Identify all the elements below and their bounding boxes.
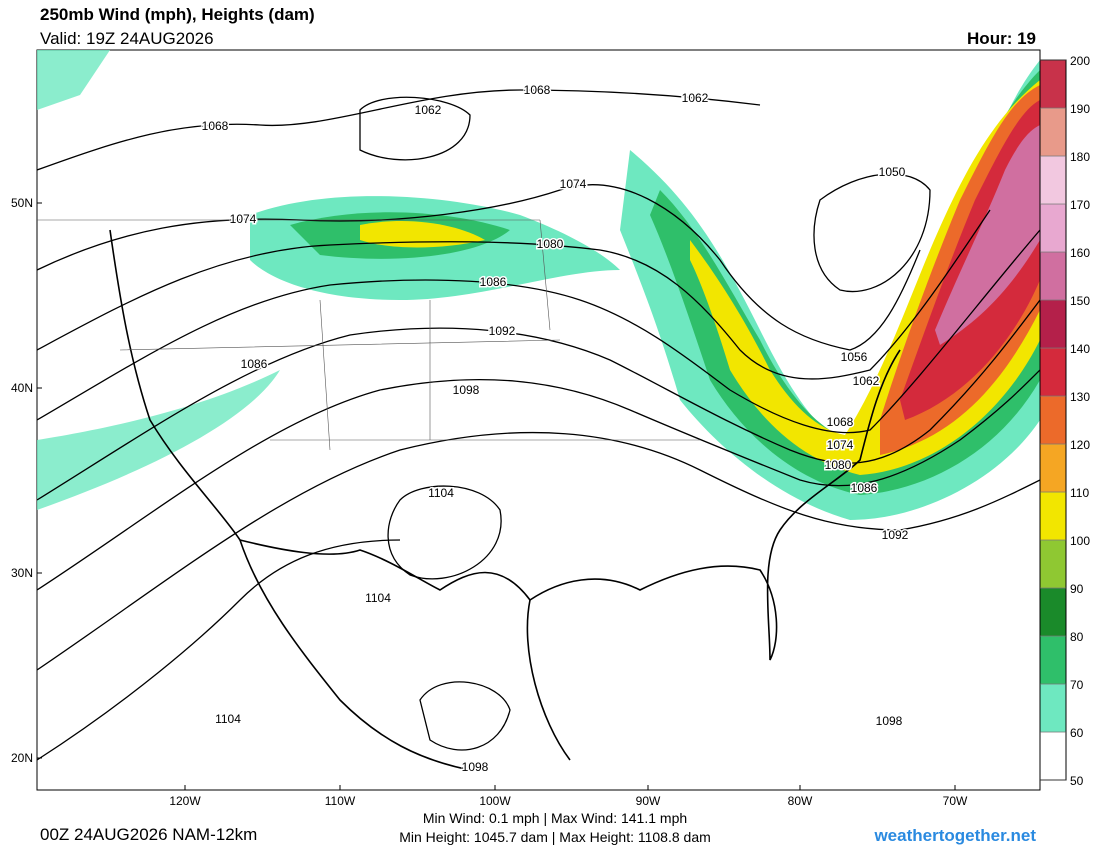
forecast-hour: Hour: 19 [967,29,1036,48]
colorbar-swatch [1039,587,1067,637]
title: 250mb Wind (mph), Heights (dam) [40,5,315,24]
colorbar-swatch [1039,491,1067,541]
contour-label: 1086 [851,481,878,495]
colorbar-swatch [1039,347,1067,397]
colorbar-label: 190 [1070,102,1090,116]
colorbar-swatch [1039,539,1067,589]
height-range: Min Height: 1045.7 dam | Max Height: 110… [399,829,711,845]
colorbar-swatch [1039,299,1067,349]
contour-label: 1074 [230,212,257,226]
colorbar-label: 130 [1070,390,1090,404]
colorbar-swatch [1039,59,1067,109]
colorbar-swatch [1039,635,1067,685]
contour-label: 1086 [480,275,507,289]
contour-label: 1062 [682,91,709,105]
latitude-label: 20N [11,751,33,765]
contour-label: 1062 [415,103,442,117]
colorbar-label: 200 [1070,54,1090,68]
contour-label: 1050 [879,165,906,179]
colorbar-label: 90 [1070,582,1084,596]
colorbar-swatch [1039,251,1067,301]
valid-time: Valid: 19Z 24AUG2026 [40,29,214,48]
map [36,49,1041,791]
colorbar-label: 80 [1070,630,1084,644]
contour-label: 1104 [215,712,241,726]
longitude-label: 120W [169,794,201,808]
contour-label: 1080 [537,237,564,251]
contour-label: 1074 [827,438,854,452]
colorbar-label: 140 [1070,342,1090,356]
latitude-label: 40N [11,381,33,395]
contour-label: 1098 [462,760,489,774]
colorbar-label: 170 [1070,198,1090,212]
colorbar-label: 50 [1070,774,1084,788]
colorbar-swatch [1039,107,1067,157]
contour-label: 1098 [453,383,480,397]
contour-label: 1086 [241,357,268,371]
colorbar-swatch [1039,203,1067,253]
site-link[interactable]: weathertogether.net [873,826,1036,845]
longitude-label: 70W [943,794,968,808]
colorbar-label: 110 [1070,486,1089,500]
contour-label: 1104 [428,486,454,500]
colorbar-swatch [1039,683,1067,733]
longitude-label: 90W [636,794,661,808]
contour-label: 1056 [841,350,868,364]
contour-label: 1068 [202,119,229,133]
colorbar-label: 150 [1070,294,1090,308]
colorbar-label: 60 [1070,726,1084,740]
contour-label: 1068 [827,415,854,429]
colorbar-swatch [1039,443,1067,493]
colorbar-swatch [1039,731,1067,781]
longitude-label: 100W [479,794,511,808]
contour-label: 1062 [853,374,880,388]
wind-range: Min Wind: 0.1 mph | Max Wind: 141.1 mph [423,810,687,826]
contour-label: 1104 [365,591,391,605]
contour-label: 1098 [876,714,903,728]
colorbar-label: 100 [1070,534,1090,548]
latitude-label: 50N [11,196,33,210]
longitude-label: 80W [788,794,813,808]
colorbar-label: 160 [1070,246,1090,260]
colorbar-label: 120 [1070,438,1090,452]
longitude-label: 110W [325,794,356,808]
contour-label: 1068 [524,83,551,97]
contour-label: 1092 [489,324,516,338]
contour-label: 1074 [560,177,587,191]
model-run: 00Z 24AUG2026 NAM-12km [40,825,257,844]
contour-label: 1080 [825,458,852,472]
colorbar-swatch [1039,395,1067,445]
latitude-label: 30N [11,566,33,580]
contour-label: 1092 [882,528,909,542]
colorbar-label: 180 [1070,150,1090,164]
colorbar-swatch [1039,155,1067,205]
colorbar-label: 70 [1070,678,1084,692]
